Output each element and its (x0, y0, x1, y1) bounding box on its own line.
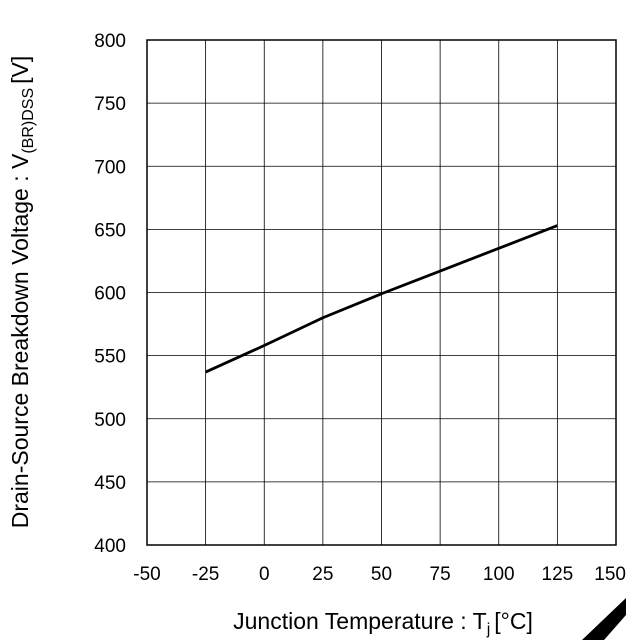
y-tick-label: 800 (94, 31, 126, 52)
x-axis-title-unit: [°C] (494, 608, 533, 634)
y-axis-title: Drain-Source Breakdown Voltage : V(BR)DS… (7, 56, 37, 529)
watermark-shape (582, 598, 626, 640)
y-tick-label: 700 (94, 157, 126, 178)
plot-frame (146, 39, 617, 546)
y-axis-title-text: Drain-Source Breakdown Voltage : V (7, 153, 33, 528)
x-axis-title: Junction Temperature : Tj [°C] (233, 608, 533, 638)
x-tick-label: 50 (371, 564, 392, 585)
x-axis-ticks: -50 -25 0 25 50 75 100 125 150 (133, 564, 626, 585)
y-tick-label: 650 (94, 220, 126, 241)
watermark-mark (582, 598, 626, 640)
x-tick-label: 0 (259, 564, 270, 585)
x-tick-label: 75 (430, 564, 451, 585)
y-tick-label: 750 (94, 94, 126, 115)
series-line (205, 224, 558, 374)
x-tick-label: -50 (133, 564, 160, 585)
y-tick-label: 450 (94, 473, 126, 494)
x-tick-label: 150 (594, 564, 626, 585)
x-tick-label: 125 (542, 564, 574, 585)
x-tick-label: 25 (312, 564, 333, 585)
y-axis-ticks: 800 750 700 650 600 550 500 450 400 (94, 31, 126, 557)
y-tick-label: 550 (94, 347, 126, 368)
y-axis-title-subscript: (BR)DSS (20, 88, 37, 154)
x-tick-label: 100 (483, 564, 515, 585)
y-tick-label: 600 (94, 284, 126, 305)
x-tick-label: -25 (192, 564, 219, 585)
x-axis-title-text: Junction Temperature : T (233, 608, 487, 634)
series-group (205, 224, 558, 374)
y-tick-label: 400 (94, 536, 126, 557)
x-axis-title-subscript: j (486, 621, 491, 638)
y-axis-title-unit: [V] (7, 56, 33, 84)
grid (147, 40, 616, 545)
y-tick-label: 500 (94, 410, 126, 431)
